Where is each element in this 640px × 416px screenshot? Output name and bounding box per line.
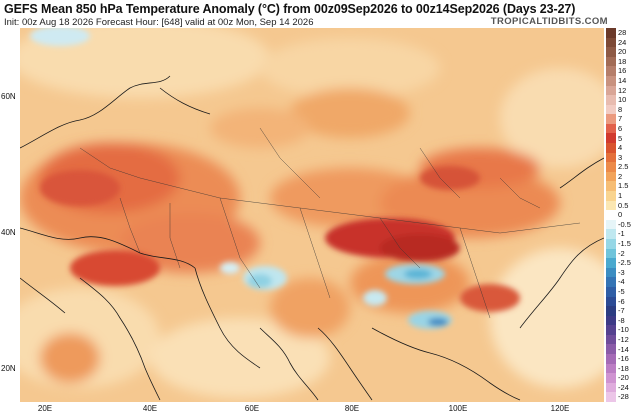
colorbar-label: 12 xyxy=(618,85,627,95)
colorbar-label: 14 xyxy=(618,75,627,85)
colorbar-label: -2.5 xyxy=(618,258,631,268)
lon-label-100e: 100E xyxy=(448,404,468,413)
colorbar-label: -2 xyxy=(618,248,625,258)
colorbar-swatch xyxy=(606,344,616,355)
colorbar-label: 2 xyxy=(618,171,623,181)
colorbar-label: -3 xyxy=(618,267,625,277)
colorbar-label: 16 xyxy=(618,66,627,76)
colorbar-swatch xyxy=(606,181,616,192)
colorbar-swatch xyxy=(606,210,616,221)
map-canvas xyxy=(20,28,604,402)
colorbar-label: 24 xyxy=(618,37,627,47)
colorbar-label: -14 xyxy=(618,344,629,354)
colorbar-swatch xyxy=(606,363,616,374)
colorbar-swatch xyxy=(606,75,616,87)
colorbar-label: 20 xyxy=(618,47,627,57)
colorbar-swatch xyxy=(606,229,616,240)
colorbar-swatch xyxy=(606,162,616,173)
colorbar-swatch xyxy=(606,85,616,96)
colorbar-swatch xyxy=(606,37,616,48)
colorbar-swatch xyxy=(606,382,616,393)
colorbar-label: -28 xyxy=(618,392,629,402)
lat-label-60n: 60N xyxy=(1,92,16,101)
colorbar-swatch xyxy=(606,306,616,317)
lon-label-40e: 40E xyxy=(142,404,158,413)
colorbar-label: -1 xyxy=(618,229,625,239)
colorbar-swatch xyxy=(606,200,616,211)
colorbar-label: 5 xyxy=(618,133,623,143)
colorbar-label: 28 xyxy=(618,28,627,38)
colorbar-label: -7 xyxy=(618,306,625,316)
colorbar-label: -5 xyxy=(618,286,625,296)
colorbar-label: 1 xyxy=(618,191,623,201)
colorbar-swatch xyxy=(606,114,616,125)
colorbar-swatch xyxy=(606,152,616,163)
lon-label-60e: 60E xyxy=(244,404,260,413)
colorbar-label: -20 xyxy=(618,373,629,383)
colorbar-label: 7 xyxy=(618,114,623,124)
colorbar-label: -24 xyxy=(618,382,629,392)
colorbar-swatch xyxy=(606,334,616,345)
colorbar-swatch xyxy=(606,315,616,326)
lat-label-40n: 40N xyxy=(1,228,16,237)
colorbar-swatch xyxy=(606,325,616,336)
map-title: GEFS Mean 850 hPa Temperature Anomaly (°… xyxy=(4,2,576,16)
colorbar-swatch xyxy=(606,171,616,182)
colorbar-swatch xyxy=(606,373,616,384)
colorbar-swatch xyxy=(606,219,616,230)
colorbar-swatch xyxy=(606,95,616,106)
colorbar-label: -10 xyxy=(618,325,629,335)
coastlines xyxy=(20,75,604,401)
colorbar-swatch xyxy=(606,143,616,154)
brand-watermark: TROPICALTIDBITS.COM xyxy=(490,16,608,27)
colorbar-swatch xyxy=(606,248,616,259)
colorbar-label: 3 xyxy=(618,152,623,162)
colorbar-swatch xyxy=(606,392,616,403)
colorbar-swatch xyxy=(606,354,616,365)
lat-label-20n: 20N xyxy=(1,364,16,373)
colorbar-swatch xyxy=(606,286,616,297)
colorbar-label: 0.5 xyxy=(618,200,629,210)
country-borders xyxy=(79,127,581,319)
anomaly-map xyxy=(20,28,604,402)
colorbar-swatch xyxy=(606,56,616,67)
colorbar-swatch xyxy=(606,267,616,278)
colorbar-label: 0 xyxy=(618,210,623,220)
colorbar-label: -16 xyxy=(618,354,629,364)
colorbar-swatch xyxy=(606,123,616,134)
colorbar-swatch xyxy=(606,277,616,288)
colorbar-swatch xyxy=(606,191,616,202)
colorbar-label: -12 xyxy=(618,334,629,344)
colorbar-label: -18 xyxy=(618,363,629,373)
colorbar-swatch xyxy=(606,47,616,58)
anomaly-hotspots xyxy=(40,166,520,312)
colorbar-label: -0.5 xyxy=(618,219,631,229)
colorbar-label: -4 xyxy=(618,277,625,287)
lon-label-120e: 120E xyxy=(550,404,570,413)
colorbar-label: -1.5 xyxy=(618,239,631,249)
colorbar-label: 2.5 xyxy=(618,162,629,172)
colorbar-label: 8 xyxy=(618,104,623,114)
lon-label-80e: 80E xyxy=(344,404,360,413)
colorbar-swatch xyxy=(606,258,616,269)
colorbar-swatch xyxy=(606,28,616,39)
colorbar-label: 10 xyxy=(618,95,627,105)
colorbar-label: 1.5 xyxy=(618,181,629,191)
colorbar-label: -8 xyxy=(618,315,625,325)
colorbar-swatch xyxy=(606,66,616,77)
colorbar-swatch xyxy=(606,104,616,115)
map-subtitle: Init: 00z Aug 18 2026 Forecast Hour: [64… xyxy=(4,17,314,28)
colorbar-label: 4 xyxy=(618,143,623,153)
lon-label-20e: 20E xyxy=(37,404,53,413)
colorbar-swatch xyxy=(606,238,616,250)
colorbar-label: 6 xyxy=(618,123,623,133)
cool-anomalies xyxy=(30,28,452,329)
colorbar: 28 24 20 18 16 14 12 10 8 7 6 5 4 3 2.5 2 1.5 1 0.5 0 -0.5 -1… xyxy=(606,28,640,403)
colorbar-swatch xyxy=(606,133,616,144)
colorbar-label: 18 xyxy=(618,56,627,66)
colorbar-swatch xyxy=(606,296,616,307)
colorbar-label: -6 xyxy=(618,296,625,306)
